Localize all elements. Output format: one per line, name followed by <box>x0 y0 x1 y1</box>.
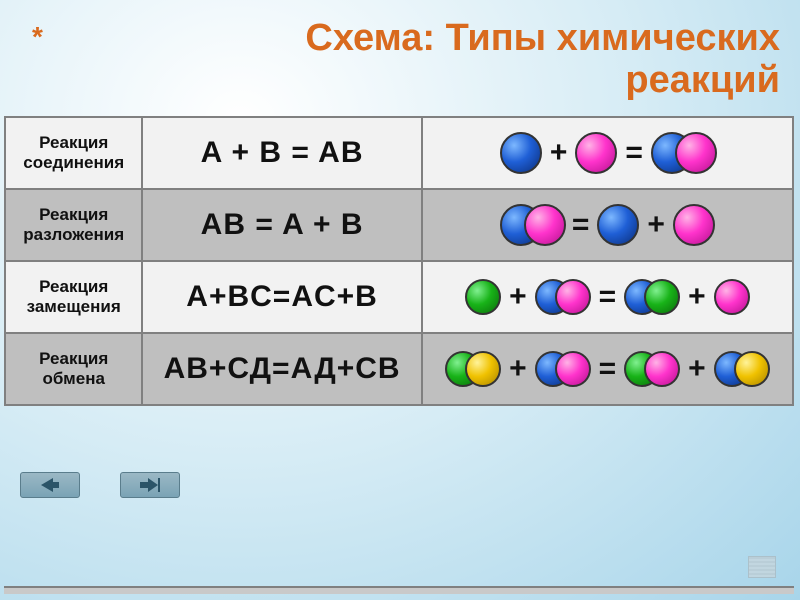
prev-button[interactable] <box>20 472 80 498</box>
reaction-label: Реакциясоединения <box>5 117 142 189</box>
asterisk-icon: * <box>32 22 43 53</box>
reaction-formula: A + B = AB <box>142 117 421 189</box>
next-button[interactable] <box>120 472 180 498</box>
diagram-wrap: + = + <box>423 262 792 332</box>
molecule-pair-icon <box>624 279 680 315</box>
reaction-label: Реакцияразложения <box>5 189 142 261</box>
reactions-table: РеакциясоединенияA + B = AB+=Реакцияразл… <box>4 116 794 406</box>
blue-ball-icon <box>500 132 542 174</box>
page-title: * Схема: Типы химических реакций <box>0 0 800 110</box>
slideshow-icon[interactable] <box>748 556 776 578</box>
eq-operator: = <box>625 136 643 170</box>
table-row: РеакцияразложенияAB = A + B=+ <box>5 189 793 261</box>
reaction-label: Реакцияобмена <box>5 333 142 405</box>
reaction-diagram: + = + <box>422 333 793 405</box>
pink-ball-icon <box>575 132 617 174</box>
reaction-formula: A+BC=AC+B <box>142 261 421 333</box>
green-ball-icon <box>644 279 680 315</box>
eq-operator: = <box>599 280 617 314</box>
yellow-ball-icon <box>465 351 501 387</box>
pink-ball-icon <box>644 351 680 387</box>
plus-operator: + <box>647 208 665 242</box>
title-line1: Схема: Типы химических <box>305 17 780 59</box>
molecule-pair-icon <box>535 279 591 315</box>
eq-operator: = <box>572 208 590 242</box>
pink-ball-icon <box>714 279 750 315</box>
diagram-wrap: += <box>423 118 792 188</box>
pink-ball-icon <box>555 351 591 387</box>
yellow-ball-icon <box>734 351 770 387</box>
pink-ball-icon <box>673 204 715 246</box>
reaction-label: Реакциязамещения <box>5 261 142 333</box>
molecule-pair-icon <box>445 351 501 387</box>
diagram-wrap: =+ <box>423 190 792 260</box>
reaction-formula: AB = A + B <box>142 189 421 261</box>
molecule-pair-icon <box>714 351 770 387</box>
table-row: РеакциязамещенияA+BC=AC+B + = + <box>5 261 793 333</box>
plus-operator: + <box>509 280 527 314</box>
reaction-formula: АВ+СД=АД+СВ <box>142 333 421 405</box>
green-ball-icon <box>465 279 501 315</box>
plus-operator: + <box>688 352 706 386</box>
title-line2: реакций <box>625 59 780 101</box>
pink-ball-icon <box>675 132 717 174</box>
molecule-pair-icon <box>651 132 715 174</box>
bottom-border <box>4 586 794 594</box>
diagram-wrap: + = + <box>423 334 792 404</box>
pink-ball-icon <box>555 279 591 315</box>
plus-operator: + <box>550 136 568 170</box>
table-row: РеакцияобменаАВ+СД=АД+СВ + = + <box>5 333 793 405</box>
molecule-pair-icon <box>535 351 591 387</box>
pink-ball-icon <box>524 204 566 246</box>
reaction-diagram: + = + <box>422 261 793 333</box>
reaction-diagram: =+ <box>422 189 793 261</box>
plus-operator: + <box>688 280 706 314</box>
eq-operator: = <box>599 352 617 386</box>
table-row: РеакциясоединенияA + B = AB+= <box>5 117 793 189</box>
plus-operator: + <box>509 352 527 386</box>
molecule-pair-icon <box>500 204 564 246</box>
molecule-pair-icon <box>624 351 680 387</box>
blue-ball-icon <box>597 204 639 246</box>
reaction-diagram: += <box>422 117 793 189</box>
nav-buttons <box>20 472 180 498</box>
